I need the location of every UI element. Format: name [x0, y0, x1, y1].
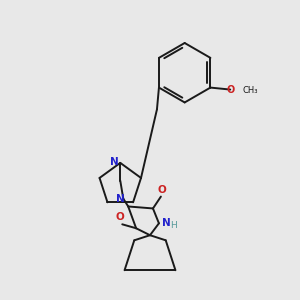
Text: CH₃: CH₃ — [242, 86, 258, 95]
Text: N: N — [110, 157, 118, 167]
Text: H: H — [170, 221, 177, 230]
Text: O: O — [158, 184, 166, 195]
Text: N: N — [162, 218, 171, 228]
Text: N: N — [116, 194, 125, 205]
Text: O: O — [116, 212, 125, 222]
Text: O: O — [226, 85, 234, 94]
